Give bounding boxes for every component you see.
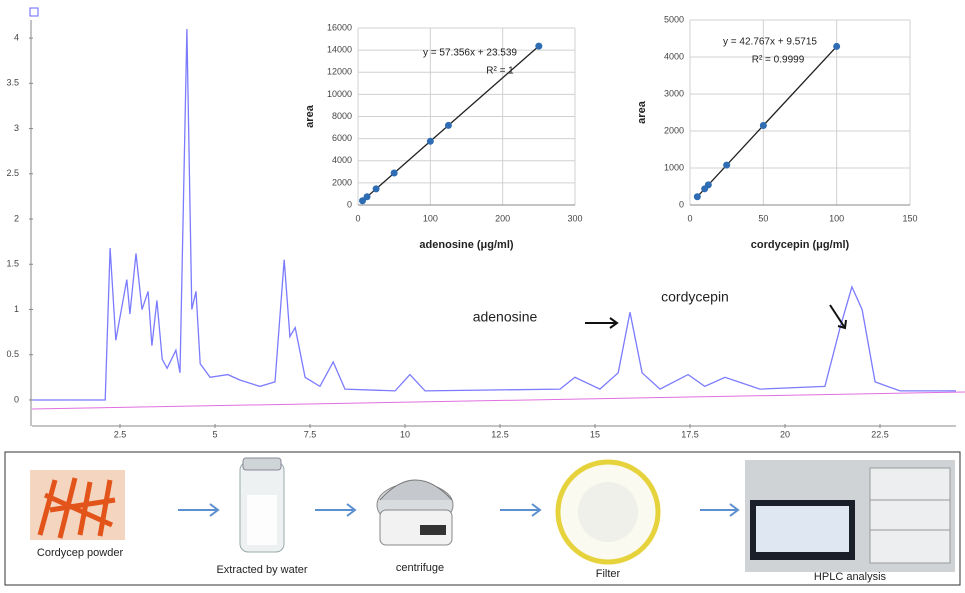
y-axis-label: area — [636, 100, 648, 124]
y-tick-label: 16000 — [327, 22, 352, 32]
x-tick-label: 7.5 — [304, 429, 317, 439]
point — [373, 185, 380, 192]
y-tick-label: 4000 — [664, 51, 684, 61]
page: {"chart_data": [ {"type": "line", "annot… — [0, 0, 965, 588]
step-label: Filter — [596, 568, 621, 580]
x-tick-label: 300 — [567, 213, 582, 223]
point — [760, 122, 767, 129]
x-tick-label: 2.5 — [114, 429, 127, 439]
x-axis-label: adenosine (μg/ml) — [419, 239, 513, 251]
step-label: Extracted by water — [216, 564, 307, 576]
annotation: cordycepin — [661, 289, 729, 305]
x-tick-label: 150 — [902, 213, 917, 223]
y-tick-label: 5000 — [664, 14, 684, 24]
y-tick-label: 1000 — [664, 162, 684, 172]
x-tick-label: 50 — [758, 213, 768, 223]
icon-hplc — [745, 460, 955, 572]
x-tick-label: 100 — [829, 213, 844, 223]
y-tick-label: 12000 — [327, 67, 352, 77]
annotation: R² = 0.9999 — [752, 55, 805, 66]
x-tick-label: 15 — [590, 429, 600, 439]
y-tick-label: 1 — [14, 304, 19, 314]
step-label: centrifuge — [396, 562, 444, 574]
point — [694, 193, 701, 200]
y-tick-label: 6000 — [332, 133, 352, 143]
x-tick-label: 0 — [355, 213, 360, 223]
x-axis-label: cordycepin (μg/ml) — [751, 239, 850, 251]
y-tick-label: 0 — [14, 394, 19, 404]
baseline-fit — [32, 392, 965, 409]
point — [535, 43, 542, 50]
annotation: y = 42.767x + 9.5715 — [723, 37, 817, 48]
point — [364, 193, 371, 200]
y-tick-label: 8000 — [332, 111, 352, 121]
point — [833, 43, 840, 50]
x-tick-label: 22.5 — [871, 429, 889, 439]
x-tick-label: 200 — [495, 213, 510, 223]
inset-background — [638, 10, 964, 265]
icon-jar — [240, 458, 284, 552]
x-tick-label: 0 — [687, 213, 692, 223]
y-tick-label: 3.5 — [6, 78, 19, 88]
x-tick-label: 12.5 — [491, 429, 509, 439]
annotation: y = 57.356x + 23.539 — [423, 48, 517, 59]
step-label: HPLC analysis — [814, 571, 887, 583]
icon-centrifuge — [377, 480, 453, 545]
y-tick-label: 0 — [679, 199, 684, 209]
y-tick-label: 0.5 — [6, 349, 19, 359]
y-axis-label: area — [304, 104, 316, 128]
point — [705, 181, 712, 188]
y-tick-label: 2 — [14, 213, 19, 223]
point — [391, 170, 398, 177]
x-tick-label: 17.5 — [681, 429, 699, 439]
x-tick-label: 100 — [423, 213, 438, 223]
point — [427, 138, 434, 145]
y-tick-label: 4 — [14, 32, 19, 42]
y-tick-label: 2000 — [664, 125, 684, 135]
annotation: adenosine — [473, 309, 538, 325]
y-tick-label: 2.5 — [6, 168, 19, 178]
icon-filter — [558, 462, 658, 562]
legend-icon — [30, 8, 38, 16]
x-tick-label: 20 — [780, 429, 790, 439]
x-tick-label: 5 — [212, 429, 217, 439]
figure: 00.511.522.533.542.557.51012.51517.52022… — [0, 0, 965, 588]
annotation: R² = 1 — [486, 66, 514, 77]
y-tick-label: 3000 — [664, 88, 684, 98]
y-tick-label: 3 — [14, 123, 19, 133]
step-label: Cordycep powder — [37, 547, 124, 559]
y-tick-label: 1.5 — [6, 259, 19, 269]
point — [723, 162, 730, 169]
y-tick-label: 4000 — [332, 155, 352, 165]
x-tick-label: 10 — [400, 429, 410, 439]
y-tick-label: 14000 — [327, 45, 352, 55]
point — [445, 122, 452, 129]
annotation-arrow — [585, 318, 617, 328]
y-tick-label: 2000 — [332, 177, 352, 187]
icon-powder — [30, 470, 125, 540]
y-tick-label: 10000 — [327, 89, 352, 99]
y-tick-label: 0 — [347, 199, 352, 209]
